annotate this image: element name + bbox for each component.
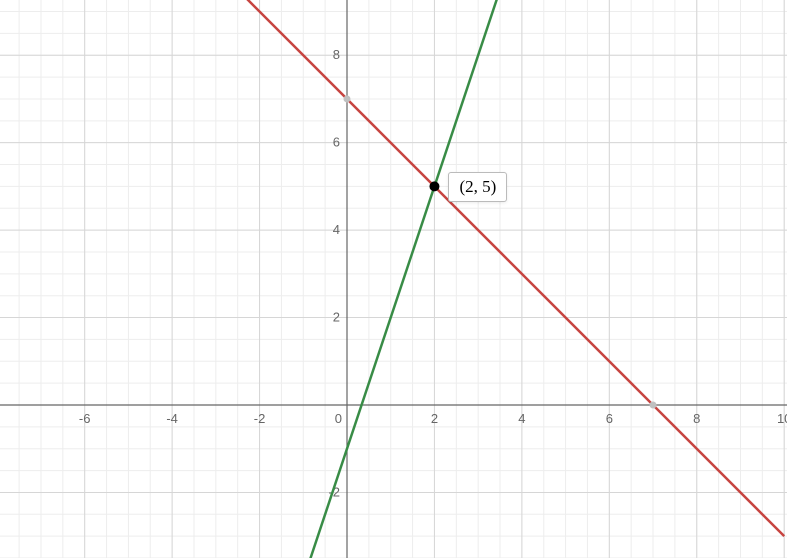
chart-svg: -6-4-20246810-22468 — [0, 0, 787, 558]
axis-intercept-point — [344, 95, 351, 102]
label-close: ) — [491, 177, 497, 196]
y-tick-label: 6 — [333, 135, 340, 150]
x-tick-label: 6 — [606, 411, 613, 426]
x-tick-label: 4 — [518, 411, 525, 426]
x-tick-label: 2 — [431, 411, 438, 426]
x-tick-label: -6 — [79, 411, 91, 426]
label-x: 2 — [465, 177, 474, 196]
y-tick-label: 4 — [333, 222, 340, 237]
label-y: 5 — [482, 177, 491, 196]
chart-bg — [0, 0, 787, 558]
x-tick-label: -4 — [166, 411, 178, 426]
y-tick-label: 2 — [333, 310, 340, 325]
x-tick-label: -2 — [254, 411, 266, 426]
x-tick-label: 10 — [777, 411, 787, 426]
label-sep: , — [474, 177, 483, 196]
x-tick-label: 8 — [693, 411, 700, 426]
chart-container: -6-4-20246810-22468 (2, 5) — [0, 0, 787, 558]
axis-intercept-point — [650, 402, 657, 409]
intersection-label: (2, 5) — [448, 172, 507, 202]
x-tick-label: 0 — [335, 411, 342, 426]
intersection-point — [429, 181, 439, 191]
y-tick-label: 8 — [333, 47, 340, 62]
